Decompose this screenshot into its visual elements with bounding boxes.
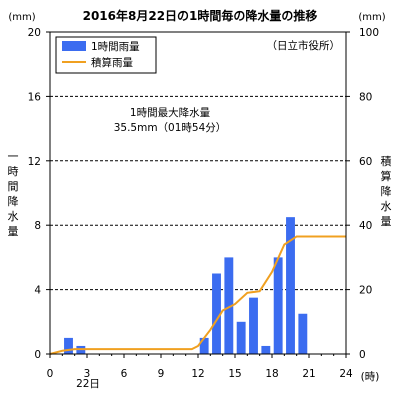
right-tick-label: 0 bbox=[359, 349, 366, 361]
legend: 1時間雨量 積算雨量 bbox=[55, 36, 157, 74]
chart-title: 2016年8月22日の1時間毎の降水量の推移 bbox=[83, 8, 318, 23]
bar-hour-12 bbox=[199, 337, 209, 354]
x-tick-label: 21 bbox=[302, 368, 315, 380]
legend-line-label: 積算雨量 bbox=[91, 56, 133, 69]
cumulative-rain-line bbox=[49, 235, 346, 355]
right-axis-unit: (mm) bbox=[358, 12, 385, 23]
left-tick-label: 8 bbox=[34, 220, 41, 232]
bar-hour-16 bbox=[249, 297, 258, 354]
x-tick-label: 3 bbox=[84, 368, 91, 380]
right-axis-title-char: 量 bbox=[381, 215, 392, 228]
right-tick-label: 40 bbox=[359, 220, 372, 232]
right-tick-label: 20 bbox=[359, 285, 372, 297]
plot-frame bbox=[49, 31, 347, 355]
left-axis-unit: (mm) bbox=[8, 12, 35, 23]
left-tick-label: 20 bbox=[28, 27, 41, 39]
left-tick-label: 12 bbox=[28, 156, 41, 168]
left-tick-label: 0 bbox=[34, 349, 41, 361]
bar-hour-18 bbox=[273, 257, 283, 354]
legend-bar-swatch bbox=[62, 41, 86, 51]
station-label: （日立市役所） bbox=[267, 39, 341, 52]
right-tick-label: 60 bbox=[359, 156, 372, 168]
bar-hour-15 bbox=[236, 321, 246, 354]
x-tick-label: 12 bbox=[191, 368, 204, 380]
grid-lines bbox=[50, 95, 346, 291]
x-tick-label: 0 bbox=[47, 368, 54, 380]
bar-hour-13 bbox=[212, 273, 221, 354]
x-tick-label: 18 bbox=[265, 368, 278, 380]
hourly-rain-bars bbox=[64, 217, 308, 354]
left-tick-label: 16 bbox=[28, 91, 42, 103]
left-y-axis-ticks: 0 4 8 12 16 20 bbox=[28, 27, 50, 361]
x-tick-label: 6 bbox=[121, 368, 128, 380]
right-tick-label: 80 bbox=[359, 91, 372, 103]
left-axis-title-char: 時 bbox=[8, 165, 19, 178]
legend-bar-label: 1時間雨量 bbox=[91, 41, 140, 53]
right-y-axis-ticks: 0 20 40 60 80 100 bbox=[346, 27, 379, 361]
left-axis-title-char: 水 bbox=[8, 210, 19, 223]
annotation-line-2: 35.5mm（01時54分） bbox=[114, 122, 227, 134]
right-axis-title-char: 積 bbox=[381, 154, 392, 168]
left-axis-title-char: 量 bbox=[8, 225, 19, 238]
bar-hour-17 bbox=[261, 345, 271, 354]
left-axis-title-char: 降 bbox=[8, 194, 19, 208]
right-axis-title-char: 算 bbox=[381, 169, 392, 183]
x-axis-unit: (時) bbox=[361, 371, 380, 383]
bar-hour-14 bbox=[224, 257, 234, 354]
left-tick-label: 4 bbox=[34, 285, 41, 297]
right-axis-title-char: 水 bbox=[381, 200, 392, 213]
annotation-line-1: 1時間最大降水量 bbox=[130, 106, 211, 119]
right-tick-label: 100 bbox=[359, 27, 379, 39]
right-axis-title-char: 降 bbox=[381, 184, 392, 198]
x-date-label: 22日 bbox=[76, 378, 100, 390]
x-tick-label: 24 bbox=[339, 368, 353, 380]
left-axis-title-char: 間 bbox=[8, 180, 19, 193]
bar-hour-19 bbox=[286, 217, 295, 354]
x-tick-label: 15 bbox=[228, 368, 241, 380]
left-axis-title-char: 一 bbox=[8, 150, 19, 163]
x-axis-ticks: 0 3 6 9 12 15 18 21 24 bbox=[47, 354, 353, 380]
bar-hour-20 bbox=[298, 313, 308, 354]
bar-hour-1 bbox=[64, 337, 73, 354]
x-tick-label: 9 bbox=[158, 368, 165, 380]
